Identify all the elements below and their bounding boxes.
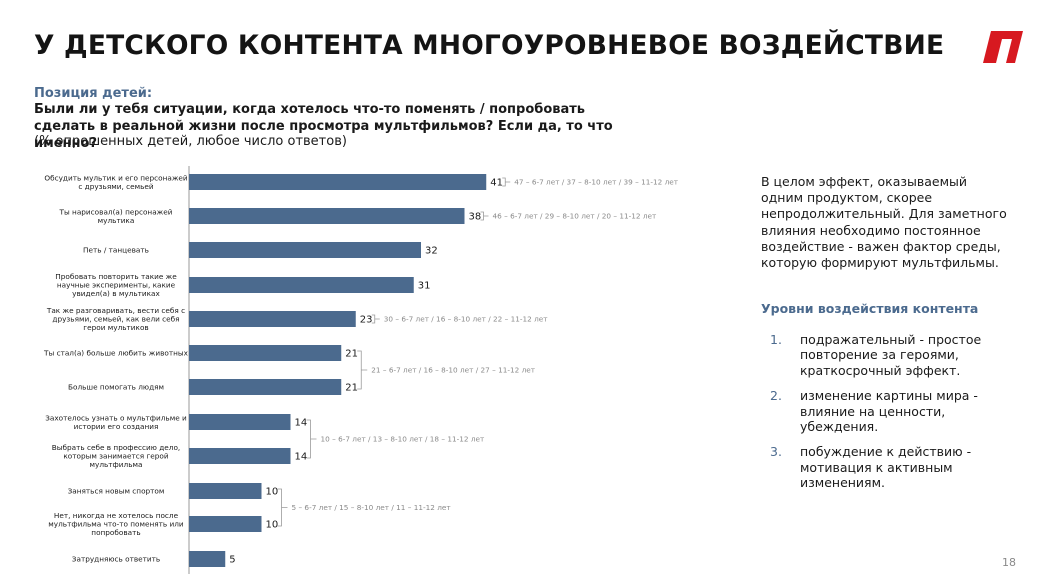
bar xyxy=(189,345,342,361)
category-label-line: Затрудняюсь ответить xyxy=(72,555,160,564)
level-item: 2. изменение картины мира - влияние на ц… xyxy=(770,388,1010,434)
bar-value-label: 10 xyxy=(266,487,279,498)
company-logo xyxy=(983,31,1023,63)
levels-heading: Уровни воздействия контента xyxy=(761,301,979,316)
question-note: (% опрошенных детей, любое число ответов… xyxy=(34,134,347,149)
bar-value-label: 21 xyxy=(345,383,358,394)
category-label-line: Обсудить мультик и его персонажей xyxy=(44,173,188,182)
bar-value-label: 41 xyxy=(490,178,503,189)
annotation-bracket xyxy=(502,177,511,187)
category-label-line: Больше помогать людям xyxy=(68,383,164,392)
category-label: Затрудняюсь ответить xyxy=(72,555,160,564)
category-label-line: с друзьями, семьей xyxy=(78,182,154,191)
annotation-bracket xyxy=(306,419,317,459)
bar xyxy=(189,551,226,567)
bar-chart: 41 Обсудить мультик и его персонажей с дру… xyxy=(43,166,679,574)
category-label-line: увидел(а) в мультиках xyxy=(72,289,160,298)
category-label: Больше помогать людям xyxy=(68,383,164,392)
bar xyxy=(189,414,291,430)
category-label-line: мультфильма xyxy=(90,460,143,469)
bar xyxy=(189,242,421,258)
bar xyxy=(189,379,342,395)
bar-value-label: 14 xyxy=(295,452,308,463)
level-text: изменение картины мира - влияние на ценн… xyxy=(800,388,978,435)
bar-value-label: 38 xyxy=(469,212,482,223)
category-label: Пробовать повторить такие же научные эксп… xyxy=(55,272,177,298)
category-label-line: Петь / танцевать xyxy=(83,246,149,255)
bar-value-label: 31 xyxy=(418,281,431,292)
bar xyxy=(189,516,262,532)
bar xyxy=(189,208,465,224)
bar xyxy=(189,311,356,327)
category-label-line: Захотелось узнать о мультфильме и xyxy=(45,413,187,422)
bar xyxy=(189,277,414,293)
levels-list: 1. подражательный - простое повторение з… xyxy=(770,332,1010,501)
bar xyxy=(189,483,262,499)
category-label-line: Нет, никогда не хотелось после xyxy=(54,511,179,520)
category-label: Так же разговаривать, вести себя с друзья… xyxy=(46,306,185,332)
annotation-bracket xyxy=(371,314,380,324)
page-number: 18 xyxy=(1002,556,1016,569)
age-breakdown-note: 30 – 6-7 лет / 16 – 8-10 лет / 22 – 11-1… xyxy=(384,315,549,324)
page-title: У ДЕТСКОГО КОНТЕНТА МНОГОУРОВНЕВОЕ ВОЗДЕ… xyxy=(34,30,945,61)
bar-value-label: 14 xyxy=(295,418,308,429)
bar-value-label: 10 xyxy=(266,520,279,531)
level-number: 3. xyxy=(770,444,782,460)
category-label-line: мультика xyxy=(98,216,135,225)
annotation-bracket xyxy=(277,488,288,527)
question-text: Были ли у тебя ситуации, когда хотелось … xyxy=(34,102,613,151)
category-label-line: мультфильма что-то поменять или xyxy=(48,520,184,529)
age-breakdown-note: 21 – 6-7 лет / 16 – 8-10 лет / 27 – 11-1… xyxy=(371,366,536,375)
category-label: Ты стал(а) больше любить животных xyxy=(43,349,189,358)
level-item: 1. подражательный - простое повторение з… xyxy=(770,332,1010,378)
level-text: подражательный - простое повторение за г… xyxy=(800,332,982,378)
category-label-line: которым занимается герой xyxy=(63,452,169,461)
logo-shape xyxy=(983,31,1023,63)
level-number: 1. xyxy=(770,332,782,347)
category-label-line: Выбрать себе в профессию дело, xyxy=(52,443,180,452)
category-label: Захотелось узнать о мультфильме и истории… xyxy=(45,413,187,431)
category-label: Заняться новым спортом xyxy=(68,487,165,496)
bar-value-label: 32 xyxy=(425,246,438,257)
category-label: Обсудить мультик и его персонажей с друзь… xyxy=(44,173,188,191)
level-text: побуждение к действию - мотивация к акти… xyxy=(800,444,972,491)
category-label: Нет, никогда не хотелось после мультфильм… xyxy=(48,511,184,537)
age-breakdown-note: 5 – 6-7 лет / 15 – 8-10 лет / 11 – 11-12… xyxy=(292,503,452,512)
category-label: Ты нарисовал(а) персонажей мультика xyxy=(59,207,173,225)
level-item: 3. побуждение к действию - мотивация к а… xyxy=(770,444,1010,490)
level-number: 2. xyxy=(770,388,782,404)
annotation-bracket xyxy=(480,211,489,221)
category-label: Петь / танцевать xyxy=(83,246,149,255)
category-label-line: Ты нарисовал(а) персонажей xyxy=(59,207,173,216)
category-label-line: Так же разговаривать, вести себя с xyxy=(46,306,185,315)
age-breakdown-note: 47 – 6-7 лет / 37 – 8-10 лет / 39 – 11-1… xyxy=(514,178,679,187)
category-label-line: научные эксперименты, какие xyxy=(57,281,176,290)
age-breakdown-note: 10 – 6-7 лет / 13 – 8-10 лет / 18 – 11-1… xyxy=(321,435,486,444)
age-breakdown-note: 46 – 6-7 лет / 29 – 8-10 лет / 20 – 11-1… xyxy=(493,212,658,221)
bar-value-label: 23 xyxy=(360,315,373,326)
category-label-line: Заняться новым спортом xyxy=(68,487,165,496)
category-label-line: попробовать xyxy=(91,528,140,537)
bar xyxy=(189,448,291,464)
category-label-line: истории его создания xyxy=(74,422,159,431)
bar xyxy=(189,174,487,190)
question-heading: Позиция детей: xyxy=(34,86,153,101)
summary-paragraph: В целом эффект, оказываемый одним продук… xyxy=(761,174,1007,271)
category-label-line: друзьями, семьей, как вели себя xyxy=(52,315,179,324)
bar-value-label: 5 xyxy=(229,555,235,566)
category-label-line: Ты стал(а) больше любить животных xyxy=(43,349,189,358)
bar-value-label: 21 xyxy=(345,349,358,360)
annotation-bracket xyxy=(357,350,368,390)
category-label-line: Пробовать повторить такие же xyxy=(55,272,177,281)
category-label-line: герои мультиков xyxy=(83,323,148,332)
category-label: Выбрать себе в профессию дело, которым за… xyxy=(52,443,180,469)
